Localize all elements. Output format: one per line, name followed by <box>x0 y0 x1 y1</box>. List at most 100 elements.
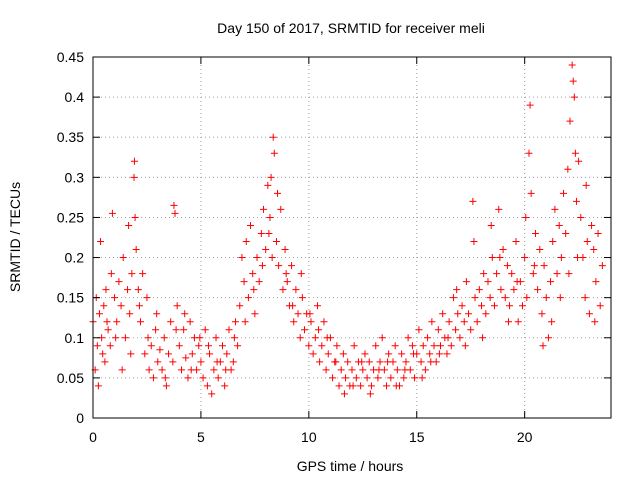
chart-title: Day 150 of 2017, SRMTID for receiver mel… <box>217 20 485 36</box>
data-point-plus <box>393 366 401 374</box>
data-point-plus <box>525 149 533 157</box>
data-point-plus <box>196 334 204 342</box>
data-point-plus <box>136 318 144 326</box>
data-point-plus <box>203 382 211 390</box>
data-point-plus <box>342 374 350 382</box>
y-tick-label: 0.2 <box>65 250 85 266</box>
data-point-plus <box>149 374 157 382</box>
data-point-plus <box>539 342 547 350</box>
data-point-plus <box>484 278 492 286</box>
data-point-plus <box>544 334 552 342</box>
data-point-plus <box>434 326 442 334</box>
data-point-plus <box>225 326 233 334</box>
data-point-plus <box>206 350 214 358</box>
data-point-plus <box>270 149 278 157</box>
data-point-plus <box>513 278 521 286</box>
data-point-plus <box>337 366 345 374</box>
data-point-plus <box>323 334 331 342</box>
data-point-plus <box>512 238 520 246</box>
plot-frame <box>92 56 612 419</box>
data-point-plus <box>575 157 583 165</box>
data-point-plus <box>344 358 352 366</box>
data-point-plus <box>213 358 221 366</box>
data-point-plus <box>234 342 242 350</box>
data-point-plus <box>591 318 599 326</box>
data-point-plus <box>501 294 509 302</box>
data-point-plus <box>231 318 239 326</box>
data-point-plus <box>315 326 323 334</box>
data-point-plus <box>272 238 280 246</box>
data-point-plus <box>322 366 330 374</box>
data-point-plus <box>281 246 289 254</box>
data-point-plus <box>160 334 168 342</box>
data-point-plus <box>570 93 578 101</box>
data-point-plus <box>378 334 386 342</box>
data-point-plus <box>274 189 282 197</box>
data-point-plus <box>131 213 139 221</box>
data-point-plus <box>171 209 179 217</box>
data-point-plus <box>223 350 231 358</box>
data-point-plus <box>301 326 309 334</box>
data-point-plus <box>404 334 412 342</box>
data-point-plus <box>538 310 546 318</box>
y-tick-label: 0.15 <box>57 290 84 306</box>
data-point-plus <box>180 326 188 334</box>
data-point-plus <box>387 374 395 382</box>
data-point-plus <box>557 254 565 262</box>
data-point-plus <box>374 374 382 382</box>
x-axis-ticks: 0 5 10 15 20 <box>89 57 533 445</box>
data-point-plus <box>470 238 478 246</box>
data-point-plus <box>499 246 507 254</box>
data-point-plus <box>514 318 522 326</box>
data-point-plus <box>177 366 185 374</box>
data-point-plus <box>297 270 305 278</box>
data-point-plus <box>588 221 596 229</box>
data-point-plus <box>257 229 265 237</box>
data-point-plus <box>569 77 577 85</box>
data-point-plus <box>324 350 332 358</box>
data-point-plus <box>214 374 222 382</box>
data-point-plus <box>529 270 537 278</box>
data-point-plus <box>219 342 226 350</box>
data-point-plus <box>296 334 304 342</box>
data-point-plus <box>461 342 469 350</box>
x-tick-label: 5 <box>197 429 205 445</box>
data-point-plus <box>443 350 451 358</box>
data-point-plus <box>156 346 164 354</box>
data-point-plus <box>145 366 153 374</box>
data-points <box>89 61 606 398</box>
data-point-plus <box>127 350 135 358</box>
data-point-plus <box>175 342 183 350</box>
data-point-plus <box>478 302 485 310</box>
data-point-plus <box>350 342 358 350</box>
data-point-plus <box>456 334 464 342</box>
data-point-plus <box>359 366 367 374</box>
data-point-plus <box>316 358 324 366</box>
data-point-plus <box>267 173 275 181</box>
data-point-plus <box>366 390 374 398</box>
data-point-plus <box>454 310 462 318</box>
data-point-plus <box>115 278 123 286</box>
data-point-plus <box>536 246 544 254</box>
data-point-plus <box>298 294 306 302</box>
data-point-plus <box>335 382 343 390</box>
data-point-plus <box>488 254 496 262</box>
data-point-plus <box>241 318 249 326</box>
data-point-plus <box>495 205 503 213</box>
data-point-plus <box>556 294 564 302</box>
x-axis-label: GPS time / hours <box>297 458 404 474</box>
data-point-plus <box>283 278 291 286</box>
data-point-plus <box>100 302 108 310</box>
data-point-plus <box>264 181 272 189</box>
data-point-plus <box>447 342 455 350</box>
data-point-plus <box>553 270 561 278</box>
data-point-plus <box>212 334 220 342</box>
data-point-plus <box>583 238 591 246</box>
data-point-plus <box>265 229 273 237</box>
data-point-plus <box>118 366 126 374</box>
data-point-plus <box>367 382 375 390</box>
data-point-plus <box>598 262 606 270</box>
data-point-plus <box>503 262 511 270</box>
data-point-plus <box>260 205 268 213</box>
data-point-plus <box>562 229 570 237</box>
